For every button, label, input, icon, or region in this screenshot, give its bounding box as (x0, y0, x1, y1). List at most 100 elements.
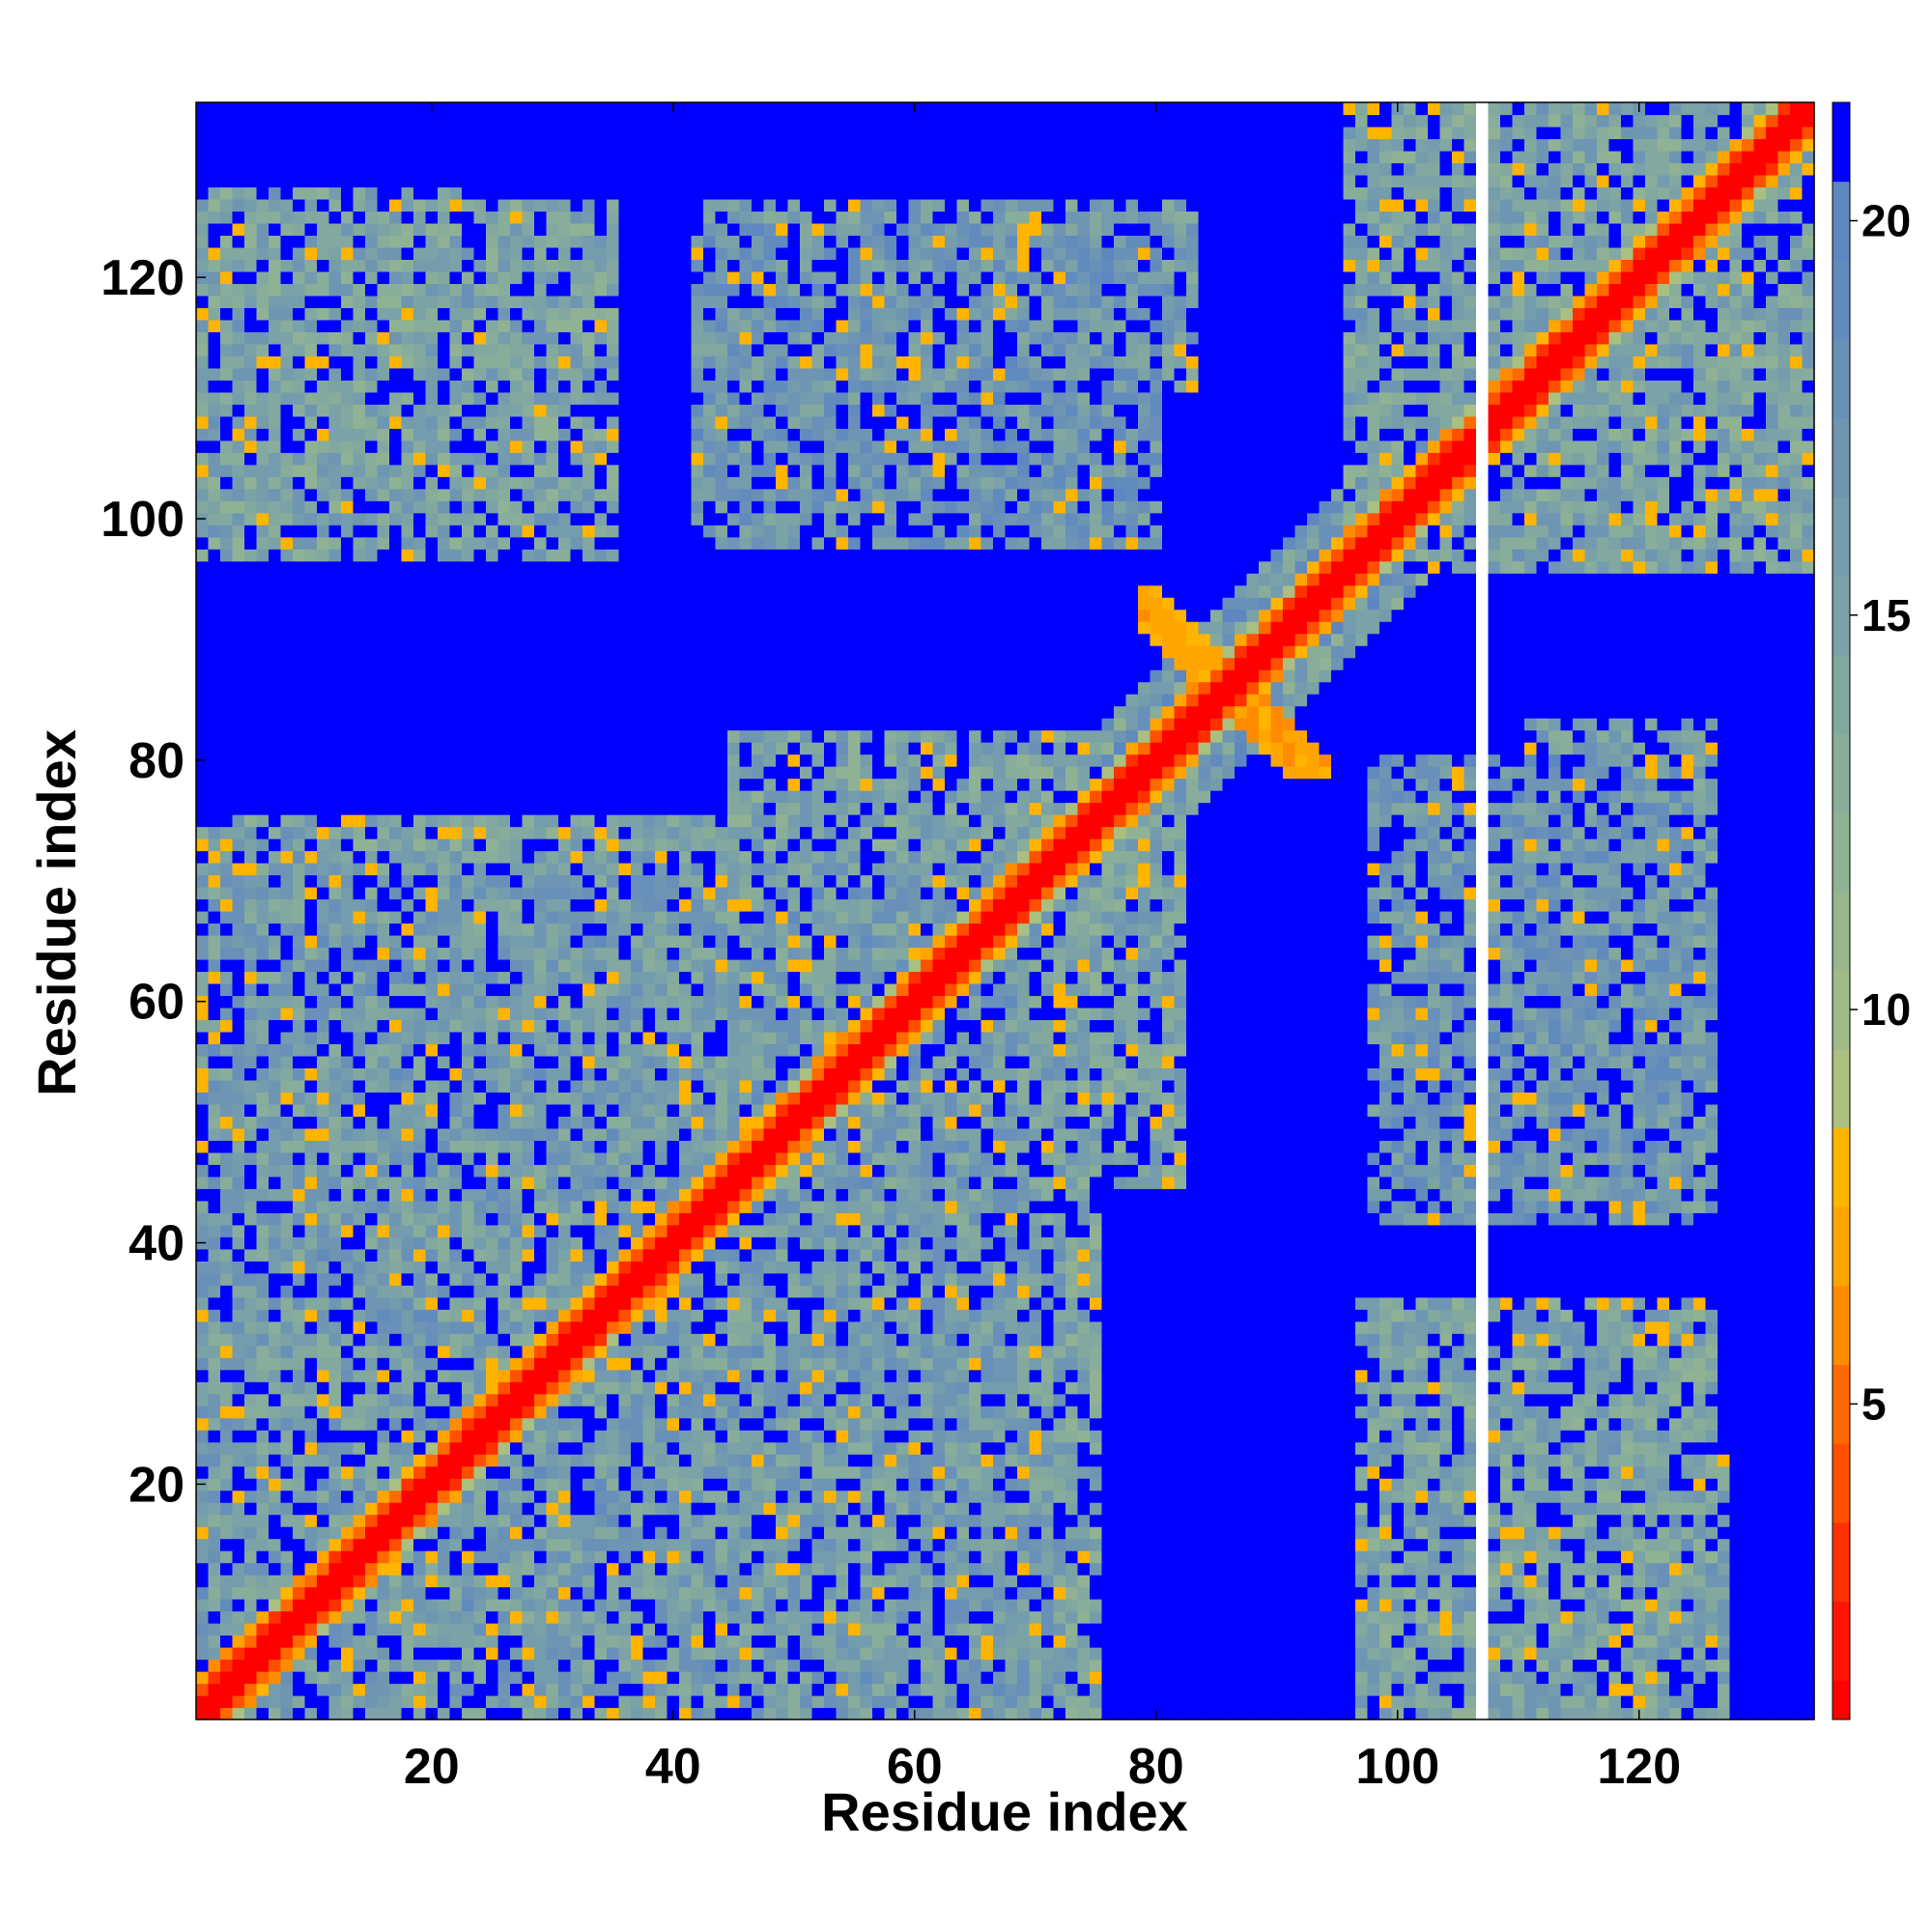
heatmap-cell (558, 198, 572, 213)
heatmap-cell (438, 1345, 451, 1358)
heatmap-cell (317, 778, 330, 791)
heatmap-cell (353, 1176, 366, 1189)
heatmap-cell (510, 259, 524, 272)
heatmap-cell (497, 753, 511, 767)
heatmap-cell (558, 934, 572, 949)
heatmap-cell (413, 1092, 427, 1105)
heatmap-cell (462, 1200, 475, 1213)
heatmap-cell (534, 1659, 548, 1672)
heatmap-cell (558, 1151, 572, 1165)
heatmap-cell (510, 923, 524, 936)
heatmap-cell (293, 560, 306, 574)
heatmap-cell (304, 1683, 318, 1696)
heatmap-cell (607, 1200, 620, 1213)
heatmap-cell (497, 1502, 511, 1516)
heatmap-cell (293, 512, 306, 526)
heatmap-cell (293, 452, 306, 466)
heatmap-cell (377, 367, 390, 381)
heatmap-cell (582, 1393, 596, 1406)
heatmap-cell (558, 246, 572, 260)
heatmap-cell (377, 415, 390, 429)
heatmap-cell (582, 404, 596, 417)
heatmap-cell (341, 500, 355, 514)
heatmap-cell (631, 1188, 644, 1202)
heatmap-cell (473, 982, 487, 997)
heatmap-cell (353, 1634, 366, 1648)
heatmap-cell (293, 742, 306, 755)
heatmap-cell (220, 1092, 234, 1105)
heatmap-cell (497, 1345, 511, 1358)
heatmap-cell (546, 1659, 559, 1672)
heatmap-cell (425, 331, 439, 345)
heatmap-cell (401, 1345, 414, 1358)
heatmap-cell (607, 391, 620, 405)
heatmap-cell (449, 1092, 463, 1105)
heatmap-cell (389, 114, 403, 128)
heatmap-cell (317, 1586, 330, 1600)
heatmap-cell (473, 1272, 487, 1286)
heatmap-cell (196, 549, 210, 562)
heatmap-cell (413, 609, 427, 622)
heatmap-cell (220, 440, 234, 453)
heatmap-cell (413, 1538, 427, 1551)
heatmap-cell (317, 1465, 330, 1479)
heatmap-cell (293, 790, 306, 804)
heatmap-cell (389, 863, 403, 876)
heatmap-cell (546, 657, 559, 670)
heatmap-cell (473, 1417, 487, 1431)
heatmap-cell (220, 850, 234, 864)
heatmap-cell (244, 1659, 258, 1672)
heatmap-cell (328, 1634, 342, 1648)
heatmap-cell (208, 1478, 221, 1492)
heatmap-cell (570, 198, 583, 213)
heatmap-cell (510, 1659, 524, 1672)
heatmap-cell (232, 1212, 245, 1226)
heatmap-cell (317, 1272, 330, 1286)
heatmap-cell (389, 778, 403, 791)
heatmap-cell (570, 1345, 583, 1358)
heatmap-cell (220, 1454, 234, 1467)
heatmap-cell (377, 162, 390, 176)
heatmap-cell (196, 1441, 210, 1455)
heatmap-cell (256, 911, 270, 924)
heatmap-cell (594, 1586, 608, 1600)
heatmap-cell (462, 573, 475, 586)
heatmap-cell (594, 391, 608, 405)
heatmap-cell (618, 958, 632, 973)
heatmap-cell (377, 525, 390, 538)
heatmap-cell (293, 1103, 306, 1117)
heatmap-cell (522, 1671, 535, 1685)
heatmap-cell (304, 500, 318, 514)
heatmap-cell (462, 415, 475, 429)
heatmap-cell (438, 742, 451, 755)
heatmap-cell (497, 838, 511, 852)
heatmap-cell (304, 874, 318, 888)
heatmap-cell (220, 633, 234, 646)
heatmap-cell (522, 1031, 535, 1045)
heatmap-cell (208, 1188, 221, 1202)
heatmap-cell (497, 1659, 511, 1672)
heatmap-cell (462, 1043, 475, 1057)
heatmap-cell (473, 1441, 487, 1455)
heatmap-cell (389, 1526, 403, 1540)
heatmap-cell (317, 1623, 330, 1636)
heatmap-cell (449, 802, 463, 815)
heatmap-cell (473, 1430, 487, 1443)
heatmap-cell (618, 1381, 632, 1395)
heatmap-cell (244, 488, 258, 501)
heatmap-cell (631, 790, 644, 804)
heatmap-cell (401, 1381, 414, 1395)
heatmap-cell (365, 947, 379, 960)
heatmap-cell (208, 1393, 221, 1406)
heatmap-cell (256, 1164, 270, 1178)
heatmap-cell (473, 162, 487, 176)
heatmap-cell (220, 295, 234, 308)
heatmap-cell (642, 1659, 656, 1672)
heatmap-cell (582, 645, 596, 659)
heatmap-cell (594, 838, 608, 852)
heatmap-cell (607, 694, 620, 707)
heatmap-cell (220, 1586, 234, 1600)
heatmap-cell (413, 1586, 427, 1600)
heatmap-cell (582, 934, 596, 949)
heatmap-cell (269, 982, 282, 997)
